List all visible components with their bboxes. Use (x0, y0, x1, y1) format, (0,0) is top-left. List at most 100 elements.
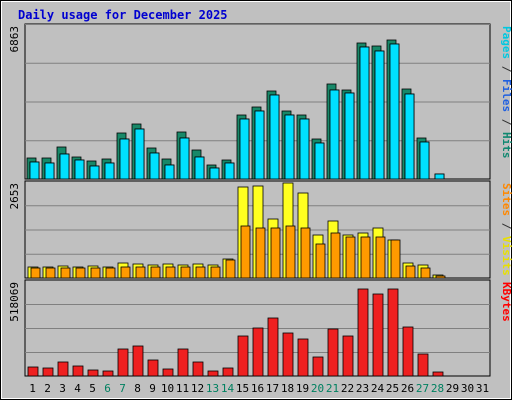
bar (119, 138, 130, 180)
bar (135, 266, 146, 279)
bar (404, 93, 415, 180)
panel-3: 518069 KBytes (8, 279, 512, 377)
bar (359, 46, 370, 180)
bar (312, 356, 324, 377)
y-max-label: 2653 (8, 183, 21, 210)
x-tick-label: 31 (476, 382, 489, 395)
bar (357, 288, 369, 377)
bar (297, 338, 309, 377)
bar (149, 152, 160, 180)
bar (194, 156, 205, 180)
bar (435, 275, 446, 279)
bar (285, 225, 296, 279)
bar (300, 227, 311, 279)
bar (374, 50, 385, 180)
bar (402, 326, 414, 377)
bar (72, 365, 84, 377)
legend-entry: Hits (500, 132, 512, 159)
bar (147, 359, 159, 377)
x-tick-label: 7 (119, 382, 126, 395)
bar (29, 161, 40, 180)
series-legend: Pages / Files / Hits (500, 26, 512, 159)
bar (342, 335, 354, 377)
x-tick-label: 21 (326, 382, 339, 395)
bar (89, 165, 100, 180)
x-tick-label: 22 (341, 382, 354, 395)
x-tick-label: 16 (251, 382, 264, 395)
legend-entry: KBytes (500, 282, 512, 322)
bar (162, 368, 174, 377)
bar (59, 153, 70, 180)
bar (180, 266, 191, 279)
legend-entry: Files (500, 79, 512, 112)
bar (269, 94, 280, 180)
bar (75, 267, 86, 279)
bar (314, 142, 325, 180)
x-tick-label: 26 (401, 382, 414, 395)
bar (372, 293, 384, 377)
bar (90, 267, 101, 279)
bar (105, 267, 116, 279)
bar (87, 369, 99, 377)
x-tick-label: 14 (221, 382, 235, 395)
x-axis-ticks: 1 2 3 4 5 6 7 8 9 10 11 12 13 14 15 16 17 18 19 20 21 22 23 24 2… (29, 382, 489, 395)
x-tick-label: 1 (29, 382, 36, 395)
x-tick-label: 29 (446, 382, 459, 395)
series-pages (29, 43, 445, 180)
x-tick-label: 27 (416, 382, 429, 395)
bar (254, 110, 265, 180)
bar (299, 118, 310, 180)
bar (419, 141, 430, 180)
x-tick-label: 18 (281, 382, 294, 395)
bar (210, 266, 221, 279)
bar (120, 266, 131, 279)
bar (239, 118, 250, 180)
x-tick-label: 4 (74, 382, 81, 395)
x-tick-label: 6 (104, 382, 111, 395)
x-tick-label: 28 (431, 382, 444, 395)
x-tick-label: 15 (236, 382, 249, 395)
bar (420, 267, 431, 279)
bar (252, 327, 264, 377)
bar (327, 328, 339, 377)
bar (195, 266, 206, 279)
bar (104, 162, 115, 180)
panel-1: 6863 Pages / Files / Hits (8, 23, 512, 180)
y-max-label: 6863 (8, 26, 21, 53)
bar (42, 367, 54, 377)
x-tick-label: 25 (386, 382, 399, 395)
y-max-label: 518069 (8, 282, 21, 322)
bar (57, 361, 69, 377)
bar (209, 167, 220, 180)
series-legend: KBytes (500, 282, 512, 322)
chart-panels: 6863 Pages / Files / Hits 2653 Sites / Visi… (8, 23, 512, 377)
bar (150, 266, 161, 279)
bar (179, 137, 190, 180)
bar (387, 288, 399, 377)
x-tick-label: 9 (149, 382, 156, 395)
legend-entry: / (500, 59, 512, 79)
x-tick-label: 24 (371, 382, 385, 395)
x-tick-label: 13 (206, 382, 219, 395)
bar (375, 236, 386, 279)
bar (270, 227, 281, 279)
bar (117, 348, 129, 377)
x-tick-label: 19 (296, 382, 309, 395)
bar (192, 361, 204, 377)
bar (165, 266, 176, 279)
bar (134, 128, 145, 180)
bar (74, 159, 85, 180)
x-tick-label: 20 (311, 382, 324, 395)
bar (330, 232, 341, 279)
bar (177, 348, 189, 377)
legend-entry: / (500, 216, 512, 236)
bar (132, 345, 144, 377)
bar (284, 114, 295, 180)
bar (405, 265, 416, 279)
bar (240, 225, 251, 279)
bar (329, 89, 340, 180)
bar (390, 239, 401, 279)
bar (255, 227, 266, 279)
